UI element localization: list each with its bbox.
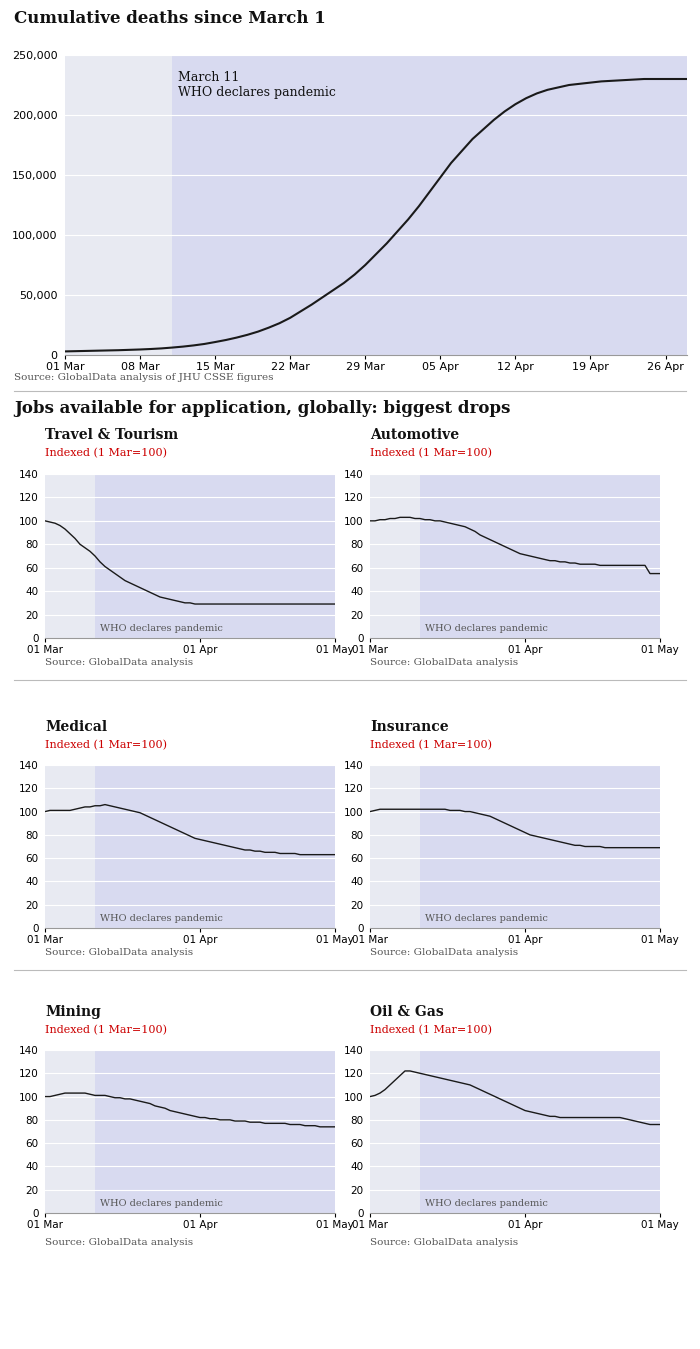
Text: WHO declares pandemic: WHO declares pandemic (100, 915, 223, 923)
Text: Medical: Medical (45, 720, 107, 734)
Text: Cumulative deaths since March 1: Cumulative deaths since March 1 (14, 9, 326, 27)
Text: Indexed (1 Mar=100): Indexed (1 Mar=100) (370, 1025, 492, 1035)
Text: Source: GlobalData analysis of JHU CSSE figures: Source: GlobalData analysis of JHU CSSE … (14, 374, 274, 382)
Text: Source: GlobalData analysis: Source: GlobalData analysis (45, 948, 193, 956)
Bar (420, 765, 660, 928)
Text: WHO declares pandemic: WHO declares pandemic (100, 625, 223, 633)
Text: WHO declares pandemic: WHO declares pandemic (425, 915, 548, 923)
Text: Source: GlobalData analysis: Source: GlobalData analysis (370, 658, 518, 666)
Bar (420, 1050, 660, 1213)
Text: Indexed (1 Mar=100): Indexed (1 Mar=100) (370, 448, 492, 459)
Text: Indexed (1 Mar=100): Indexed (1 Mar=100) (370, 741, 492, 750)
Text: WHO declares pandemic: WHO declares pandemic (425, 625, 548, 633)
Text: Automotive: Automotive (370, 428, 459, 442)
Text: Indexed (1 Mar=100): Indexed (1 Mar=100) (45, 1025, 167, 1035)
Text: Travel & Tourism: Travel & Tourism (45, 428, 178, 442)
Bar (95, 765, 335, 928)
Text: WHO declares pandemic: WHO declares pandemic (100, 1199, 223, 1209)
Bar (172, 55, 687, 355)
Text: WHO declares pandemic: WHO declares pandemic (425, 1199, 548, 1209)
Text: Source: GlobalData analysis: Source: GlobalData analysis (45, 658, 193, 666)
Text: Insurance: Insurance (370, 720, 449, 734)
Text: Source: GlobalData analysis: Source: GlobalData analysis (45, 1238, 193, 1246)
Text: Indexed (1 Mar=100): Indexed (1 Mar=100) (45, 741, 167, 750)
Text: Source: GlobalData analysis: Source: GlobalData analysis (370, 948, 518, 956)
Text: Source: GlobalData analysis: Source: GlobalData analysis (370, 1238, 518, 1246)
Text: Oil & Gas: Oil & Gas (370, 1005, 444, 1018)
Bar (95, 473, 335, 638)
Bar (95, 1050, 335, 1213)
Text: March 11
WHO declares pandemic: March 11 WHO declares pandemic (178, 70, 335, 98)
Bar (420, 473, 660, 638)
Text: Jobs available for application, globally: biggest drops: Jobs available for application, globally… (14, 401, 510, 417)
Text: Indexed (1 Mar=100): Indexed (1 Mar=100) (45, 448, 167, 459)
Text: Mining: Mining (45, 1005, 101, 1018)
